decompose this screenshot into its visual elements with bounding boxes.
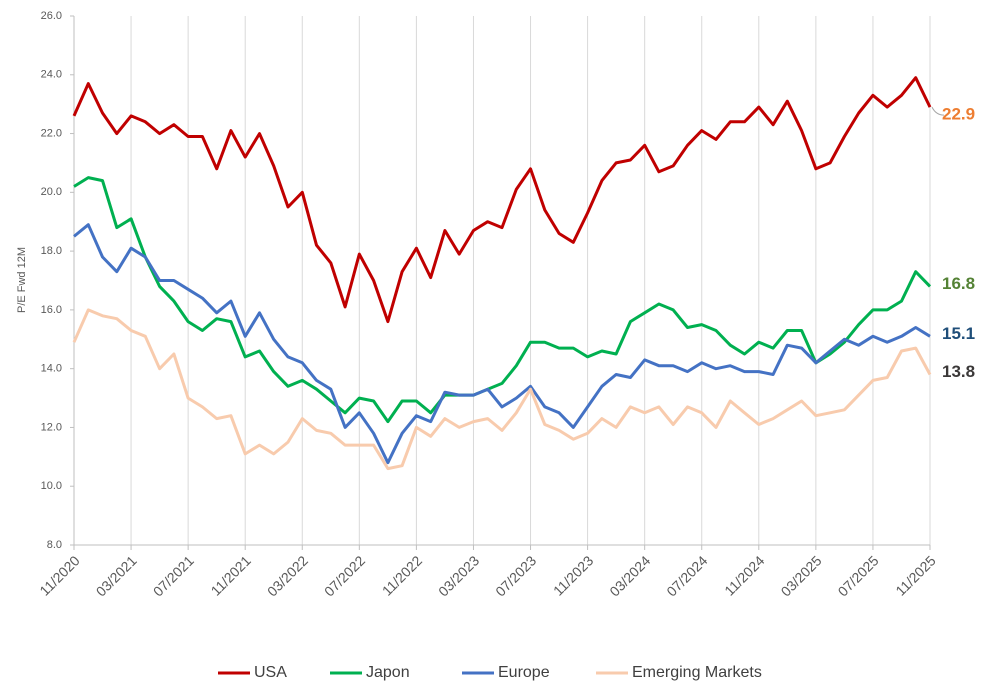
x-tick-label: 03/2021	[93, 552, 140, 599]
legend-label: USA	[254, 664, 287, 681]
y-tick-label: 14.0	[41, 363, 62, 375]
series-line	[72, 76, 932, 324]
x-tick-label: 07/2022	[321, 552, 368, 599]
y-tick-label: 20.0	[41, 186, 62, 198]
annotation-connector	[931, 106, 945, 116]
legend-label: Europe	[498, 664, 550, 681]
y-tick-label: 24.0	[41, 69, 62, 81]
y-tick-label: 10.0	[41, 480, 62, 492]
x-tick-label: 03/2023	[435, 552, 482, 599]
y-tick-label: 16.0	[41, 304, 62, 316]
y-axis-label: P/E Fwd 12M	[16, 247, 28, 313]
annotation: 16.8	[942, 274, 975, 293]
x-tick-label: 11/2020	[36, 552, 83, 599]
x-tick-label: 11/2021	[208, 552, 255, 599]
y-tick-label: 26.0	[41, 10, 62, 22]
x-tick-label: 07/2024	[663, 552, 710, 599]
x-tick-label: 07/2025	[835, 552, 882, 599]
y-tick-label: 12.0	[41, 421, 62, 433]
x-tick-label: 11/2022	[379, 552, 426, 599]
x-tick-label: 11/2024	[721, 552, 768, 599]
series-line	[72, 308, 932, 471]
x-tick-label: 07/2021	[150, 552, 197, 599]
y-tick-label: 18.0	[41, 245, 62, 257]
x-tick-label: 03/2024	[606, 552, 653, 599]
x-tick-label: 07/2023	[492, 552, 539, 599]
y-tick-label: 22.0	[41, 127, 62, 139]
series-line	[73, 176, 932, 424]
y-tick-label: 8.0	[47, 539, 62, 551]
legend-label: Japon	[366, 664, 410, 681]
annotation: 15.1	[942, 324, 975, 343]
x-tick-label: 11/2025	[892, 552, 939, 599]
x-tick-label: 03/2022	[264, 552, 311, 599]
legend-label: Emerging Markets	[632, 664, 762, 681]
series-line	[73, 223, 931, 465]
annotation: 13.8	[942, 362, 975, 381]
x-tick-label: 11/2023	[550, 552, 597, 599]
x-tick-label: 03/2025	[778, 552, 825, 599]
annotation: 22.9	[942, 105, 975, 124]
